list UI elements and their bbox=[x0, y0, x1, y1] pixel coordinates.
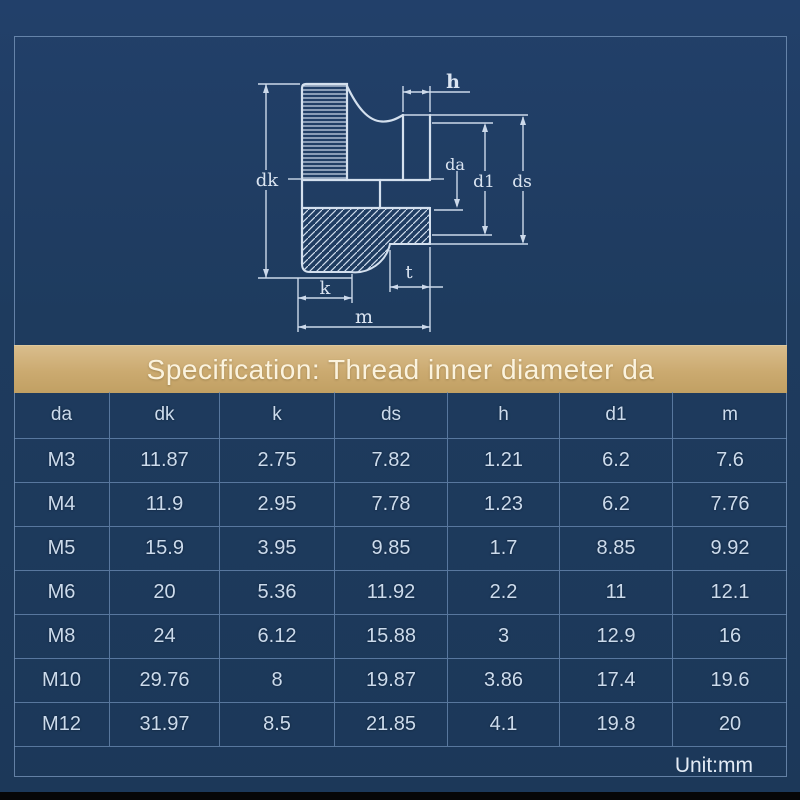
table-row-M5: M5 15.9 3.95 9.85 1.7 8.85 9.92 bbox=[14, 526, 787, 570]
table-cell: 19.8 bbox=[560, 703, 673, 746]
table-cell: 11.92 bbox=[335, 571, 448, 614]
table-row-M6: M6 20 5.36 11.92 2.2 11 12.1 bbox=[14, 570, 787, 614]
column-header-h: h bbox=[448, 392, 560, 438]
table-cell: 7.82 bbox=[335, 439, 448, 482]
spec-table-header: da dk k ds h d1 m bbox=[14, 392, 787, 438]
column-header-da: da bbox=[14, 392, 110, 438]
table-cell: 8.5 bbox=[220, 703, 335, 746]
table-cell: M8 bbox=[14, 615, 110, 658]
table-cell: 8 bbox=[220, 659, 335, 702]
table-cell: 17.4 bbox=[560, 659, 673, 702]
table-cell: 19.6 bbox=[710, 669, 750, 691]
table-cell: 2.95 bbox=[220, 483, 335, 526]
column-header-m: m bbox=[722, 404, 738, 425]
dim-label-t: t bbox=[405, 262, 413, 283]
table-cell: 6.12 bbox=[220, 615, 335, 658]
table-cell: 12.1 bbox=[710, 581, 750, 603]
table-cell: 8.85 bbox=[560, 527, 673, 570]
table-cell: 21.85 bbox=[335, 703, 448, 746]
unit-row: Unit:mm bbox=[14, 746, 787, 784]
table-row-M12: M12 31.97 8.5 21.85 4.1 19.8 20 bbox=[14, 702, 787, 746]
spec-table-rows: M3 11.87 2.75 7.82 1.21 6.2 7.6 M4 11.9 2.95 7.78 1… bbox=[14, 438, 787, 746]
table-cell: 11 bbox=[560, 571, 673, 614]
table-cell: 6.2 bbox=[560, 439, 673, 482]
table-cell: 4.1 bbox=[448, 703, 560, 746]
table-cell: 1.23 bbox=[448, 483, 560, 526]
table-cell: M6 bbox=[14, 571, 110, 614]
knurl-texture bbox=[303, 85, 346, 179]
table-cell: 16 bbox=[718, 625, 742, 647]
table-cell: 29.76 bbox=[110, 659, 220, 702]
section-hatch bbox=[301, 207, 431, 274]
unit-label: Unit:mm bbox=[674, 753, 753, 777]
table-cell: 20 bbox=[110, 571, 220, 614]
table-row-M3: M3 11.87 2.75 7.82 1.21 6.2 7.6 bbox=[14, 438, 787, 482]
table-cell: 1.21 bbox=[448, 439, 560, 482]
table-cell: 2.2 bbox=[448, 571, 560, 614]
table-cell: M12 bbox=[14, 703, 110, 746]
table-cell: 5.36 bbox=[220, 571, 335, 614]
table-cell: 19.87 bbox=[335, 659, 448, 702]
table-cell: 7.78 bbox=[335, 483, 448, 526]
column-header-k: k bbox=[220, 392, 335, 438]
table-cell: 15.88 bbox=[335, 615, 448, 658]
table-cell: 6.2 bbox=[560, 483, 673, 526]
table-cell: 3.86 bbox=[448, 659, 560, 702]
column-header-dk: dk bbox=[110, 392, 220, 438]
table-cell: 31.97 bbox=[110, 703, 220, 746]
table-cell: 7.6 bbox=[716, 449, 744, 471]
table-cell: M3 bbox=[14, 439, 110, 482]
table-cell: 11.9 bbox=[110, 483, 220, 526]
table-cell: 2.75 bbox=[220, 439, 335, 482]
spec-banner: Specification: Thread inner diameter da bbox=[14, 345, 787, 393]
table-cell: 9.85 bbox=[335, 527, 448, 570]
spec-banner-title: Specification: Thread inner diameter da bbox=[146, 353, 655, 385]
table-cell: 15.9 bbox=[110, 527, 220, 570]
table-cell: 12.9 bbox=[560, 615, 673, 658]
table-cell: 7.76 bbox=[710, 493, 750, 515]
body-outline bbox=[300, 82, 432, 266]
dimension-arrows bbox=[263, 84, 526, 330]
dim-label-d1: d1 bbox=[473, 172, 495, 192]
table-row-M10: M10 29.76 8 19.87 3.86 17.4 19.6 bbox=[14, 658, 787, 702]
table-cell: 3 bbox=[448, 615, 560, 658]
table-cell: 24 bbox=[110, 615, 220, 658]
column-header-ds: ds bbox=[335, 392, 448, 438]
table-cell: M5 bbox=[14, 527, 110, 570]
table-cell: M10 bbox=[14, 659, 110, 702]
extension-lines bbox=[258, 83, 528, 332]
table-cell: 1.7 bbox=[448, 527, 560, 570]
table-row-M8: M8 24 6.12 15.88 3 12.9 16 bbox=[14, 614, 787, 658]
dimension-lines bbox=[265, 84, 524, 328]
table-cell: 11.87 bbox=[110, 439, 220, 482]
bottom-black-bar bbox=[0, 792, 800, 800]
table-cell: M4 bbox=[14, 483, 110, 526]
dim-label-dk: dk bbox=[256, 170, 280, 191]
spec-table: da dk k ds h d1 m M3 11.87 2.75 7.82 1.21 6.2 7.6 M4 1… bbox=[14, 392, 787, 784]
dim-label-m: m bbox=[355, 306, 373, 328]
dim-label-h: h bbox=[446, 71, 460, 93]
dim-label-da: da bbox=[445, 155, 465, 174]
table-cell: 20 bbox=[718, 713, 742, 735]
table-cell: 3.95 bbox=[220, 527, 335, 570]
dim-label-ds: ds bbox=[512, 172, 532, 192]
column-header-d1: d1 bbox=[560, 392, 673, 438]
table-row-M4: M4 11.9 2.95 7.78 1.23 6.2 7.76 bbox=[14, 482, 787, 526]
content-frame bbox=[14, 36, 787, 777]
table-cell: 9.92 bbox=[710, 537, 750, 559]
dim-label-k: k bbox=[320, 278, 332, 299]
